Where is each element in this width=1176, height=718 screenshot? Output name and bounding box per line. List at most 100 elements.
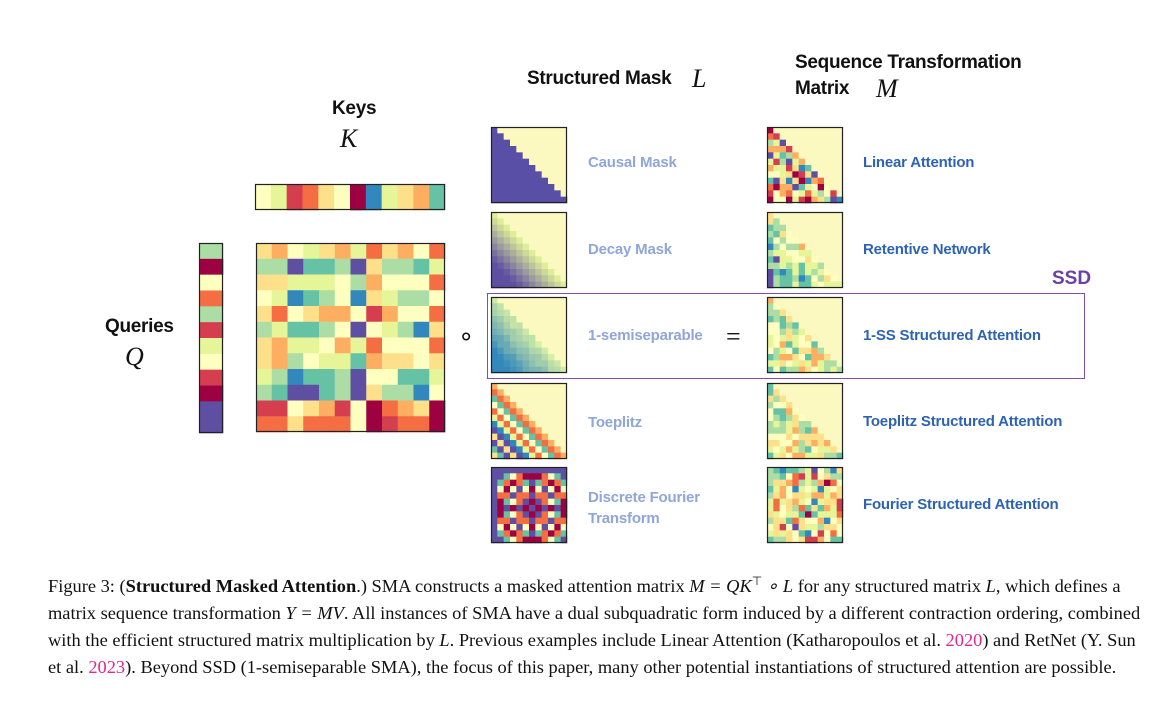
matrix-cell (548, 433, 555, 441)
matrix-cell (535, 452, 542, 460)
matrix-cell (792, 139, 799, 147)
matrix-cell (510, 347, 517, 355)
matrix-cell (779, 452, 787, 460)
matrix-cell (554, 383, 561, 390)
matrix-cell (491, 231, 498, 238)
matrix-cell (817, 237, 825, 244)
matrix-cell (773, 354, 780, 361)
matrix-cell (560, 165, 568, 172)
matrix-cell (535, 479, 542, 487)
citation-link-2020[interactable]: 2020 (945, 630, 983, 651)
matrix-cell (786, 146, 793, 153)
attention-scores-matrix (255, 242, 446, 433)
matrix-cell (497, 452, 504, 460)
matrix-cell (350, 258, 367, 275)
matrix-cell (541, 524, 549, 531)
matrix-cell (529, 316, 536, 323)
matrix-cell (522, 171, 530, 178)
matrix-cell (510, 139, 517, 147)
matrix-cell (366, 369, 383, 386)
matrix-cell (366, 274, 383, 291)
matrix-cell (830, 262, 837, 270)
matrix-cell (811, 511, 818, 518)
matrix-cell (535, 224, 542, 232)
matrix-cell (319, 353, 336, 370)
matrix-cell (792, 360, 799, 367)
matrix-cell (792, 224, 799, 232)
matrix-cell (798, 452, 806, 460)
matrix-cell (792, 297, 799, 304)
matrix-cell (824, 262, 831, 270)
matrix-cell (560, 316, 568, 323)
ssd-label: SSD (1052, 268, 1092, 289)
matrix-cell (529, 177, 536, 185)
matrix-cell (510, 421, 517, 428)
matrix-cell (767, 335, 774, 342)
matrix-cell (541, 328, 549, 336)
matrix-cell (503, 389, 511, 396)
matrix-cell (503, 341, 511, 348)
matrix-cell (554, 177, 561, 185)
matrix-cell (497, 511, 504, 518)
matrix-cell (767, 250, 774, 257)
matrix-cell (413, 243, 430, 260)
matrix-cell (798, 328, 806, 336)
matrix-cell (302, 184, 319, 211)
matrix-cell (836, 347, 844, 355)
matrix-cell (767, 473, 774, 480)
matrix-cell (497, 341, 504, 348)
matrix-cell (792, 492, 799, 499)
matrix-cell (805, 492, 812, 499)
matrix-cell (798, 184, 806, 191)
matrix-cell (522, 347, 530, 355)
matrix-cell (491, 127, 498, 134)
matrix-cell (522, 414, 530, 422)
matrix-cell (817, 256, 825, 263)
matrix-cell (522, 269, 530, 276)
matrix-cell (334, 243, 351, 260)
matrix-cell (836, 256, 844, 263)
matrix-cell (836, 433, 844, 441)
matrix-cell (779, 139, 787, 147)
mask-label-causal: Causal Mask (588, 154, 677, 171)
matrix-cell (811, 408, 818, 415)
matrix-cell (811, 316, 818, 323)
matrix-cell (786, 389, 793, 396)
matrix-cell (773, 536, 780, 544)
matrix-cell (773, 250, 780, 257)
matrix-cell (510, 316, 517, 323)
matrix-cell (319, 369, 336, 386)
matrix-cell (836, 171, 844, 178)
matrix-cell (503, 511, 511, 518)
matrix-cell (256, 258, 273, 275)
matrix-cell (554, 408, 561, 415)
matrix-cell (767, 139, 774, 147)
matrix-cell (554, 341, 561, 348)
matrix-cell (503, 486, 511, 493)
matrix-cell (817, 536, 825, 544)
matrix-cell (779, 158, 787, 166)
matrix-cell (510, 158, 517, 166)
matrix-cell (773, 269, 780, 276)
matrix-cell (548, 467, 555, 474)
matrix-cell (805, 281, 812, 289)
keys-title: Keys (332, 98, 377, 119)
matrix-cell (767, 218, 774, 225)
matrix-cell (779, 146, 787, 153)
matrix-cell (767, 440, 774, 447)
matrix-cell (516, 275, 523, 282)
matrix-cell (522, 177, 530, 185)
matrix-cell (516, 498, 523, 506)
matrix-cell (503, 408, 511, 415)
matrix-cell (836, 536, 844, 544)
matrix-cell (535, 256, 542, 263)
matrix-cell (199, 322, 224, 339)
matrix-cell (786, 177, 793, 185)
matrix-cell (811, 146, 818, 153)
matrix-cell (805, 452, 812, 460)
citation-link-2023[interactable]: 2023 (88, 657, 126, 678)
matrix-cell (773, 243, 780, 251)
matrix-cell (529, 433, 536, 441)
matrix-cell (382, 369, 399, 386)
matrix-cell (798, 322, 806, 329)
